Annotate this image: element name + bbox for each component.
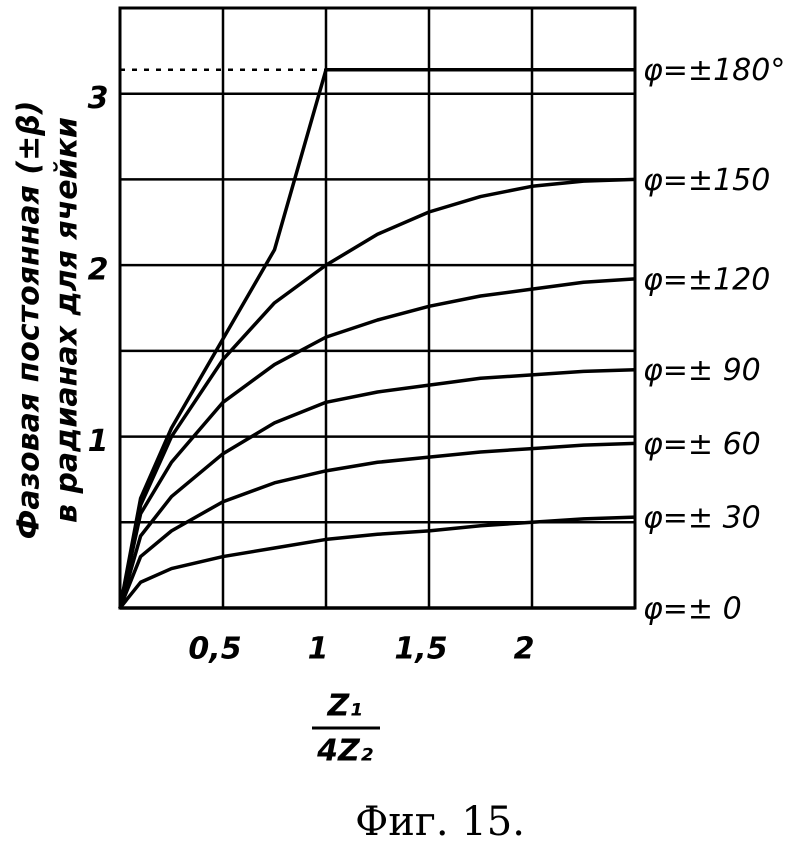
legend-label: φ=±180°	[643, 53, 785, 88]
legend-label: φ=± 30	[643, 501, 761, 536]
y-axis-label: в радианах для ячейки	[50, 117, 85, 523]
x-axis-label: Z₁	[327, 689, 363, 724]
x-tick-label: 1	[308, 632, 329, 667]
legend-label: φ=±150	[643, 163, 770, 198]
legend-label: φ=± 0	[643, 592, 742, 627]
legend-label: φ=± 60	[643, 427, 761, 462]
legend-label: φ=±120	[643, 262, 770, 297]
legend-label: φ=± 90	[643, 353, 761, 388]
y-axis-label: Фазовая постоянная (±β)	[12, 101, 47, 540]
x-axis-label: 4Z₂	[316, 734, 373, 769]
y-tick-label: 3	[88, 81, 109, 116]
series-line	[118, 515, 636, 610]
x-tick-label: 0,5	[188, 632, 241, 667]
x-tick-label: 2	[514, 632, 535, 667]
series-line	[118, 67, 635, 609]
x-tick-label: 1,5	[394, 632, 447, 667]
caption: Фиг. 15.	[355, 799, 525, 845]
series-line	[118, 367, 636, 609]
y-tick-label: 2	[88, 253, 109, 288]
y-tick-label: 1	[88, 424, 109, 459]
series-line	[118, 177, 636, 609]
series-line	[118, 277, 636, 609]
series-line	[118, 441, 636, 609]
